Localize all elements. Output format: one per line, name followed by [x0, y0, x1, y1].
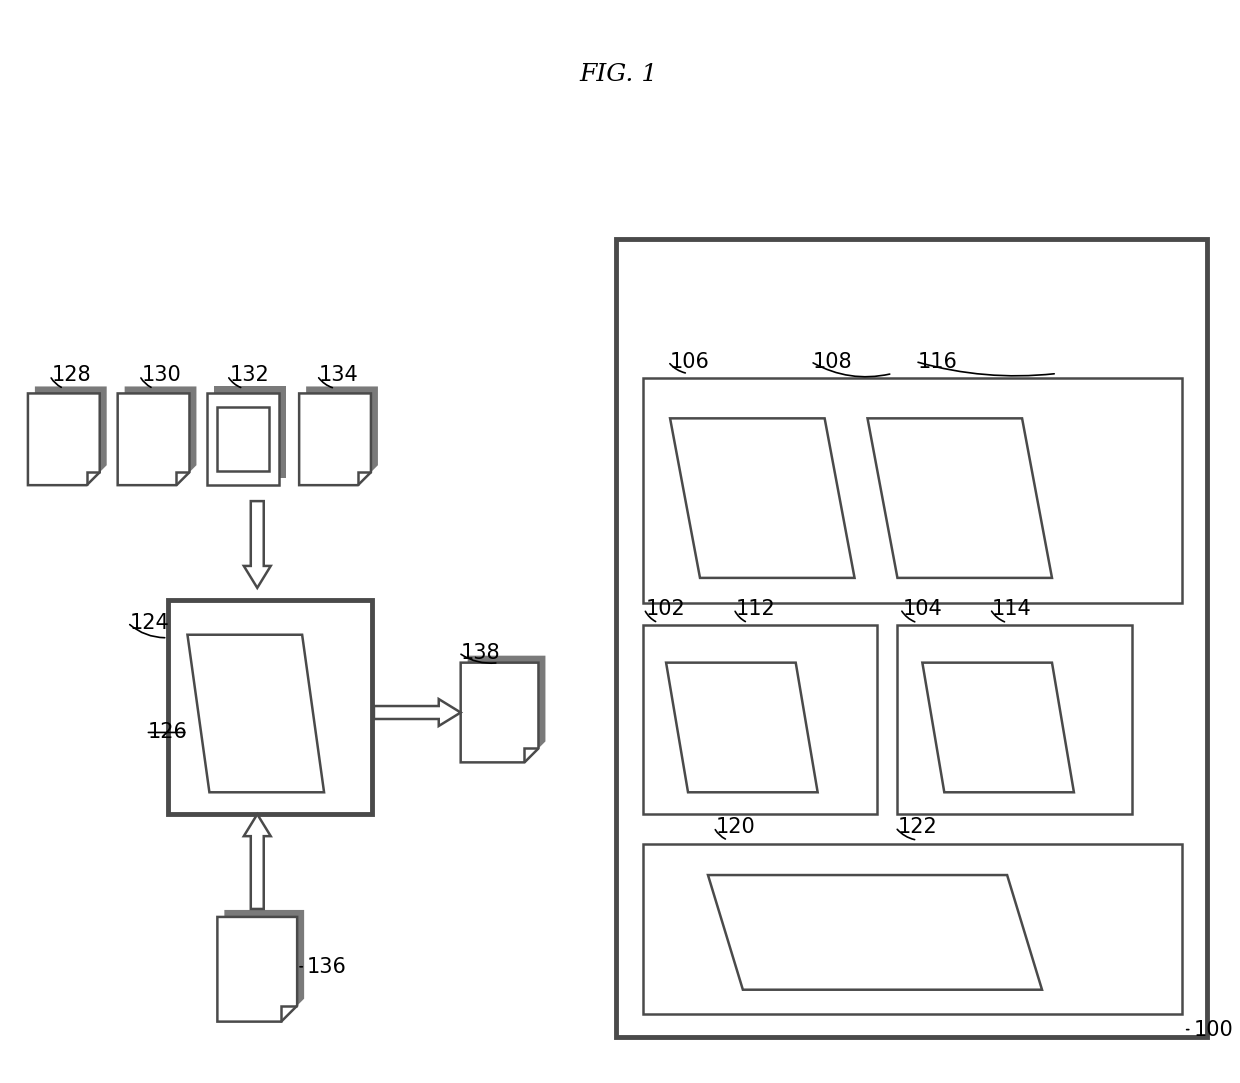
- Polygon shape: [29, 393, 99, 485]
- Polygon shape: [708, 875, 1042, 990]
- Text: 138: 138: [461, 642, 500, 663]
- Polygon shape: [670, 418, 854, 578]
- Text: 128: 128: [52, 365, 92, 386]
- Bar: [167, 600, 372, 814]
- Text: 120: 120: [715, 818, 755, 837]
- Text: 114: 114: [992, 599, 1032, 618]
- Polygon shape: [666, 663, 817, 793]
- Polygon shape: [868, 418, 1052, 578]
- Text: 106: 106: [670, 352, 711, 371]
- Bar: [644, 625, 878, 814]
- Polygon shape: [461, 663, 538, 762]
- Text: 108: 108: [812, 352, 852, 371]
- Polygon shape: [374, 699, 461, 726]
- Polygon shape: [306, 387, 378, 479]
- Polygon shape: [224, 910, 304, 1015]
- Text: 136: 136: [308, 956, 347, 977]
- Polygon shape: [299, 393, 371, 485]
- Text: 112: 112: [735, 599, 776, 618]
- Polygon shape: [125, 387, 196, 479]
- Polygon shape: [244, 501, 270, 588]
- Text: 130: 130: [141, 365, 181, 386]
- Text: 100: 100: [1194, 1019, 1234, 1040]
- Text: 104: 104: [903, 599, 942, 618]
- Bar: [644, 844, 1182, 1014]
- Text: FIG. 1: FIG. 1: [579, 63, 657, 86]
- Polygon shape: [467, 655, 546, 755]
- Polygon shape: [244, 814, 270, 909]
- Text: 126: 126: [148, 722, 187, 743]
- Polygon shape: [923, 663, 1074, 793]
- Bar: [217, 407, 269, 471]
- Bar: [616, 239, 1207, 1036]
- Bar: [644, 378, 1182, 603]
- Polygon shape: [35, 387, 107, 479]
- Text: 122: 122: [898, 818, 937, 837]
- Text: 124: 124: [130, 613, 170, 632]
- Text: 116: 116: [918, 352, 957, 371]
- Text: 132: 132: [229, 365, 269, 386]
- Bar: [215, 387, 286, 479]
- Bar: [898, 625, 1132, 814]
- Polygon shape: [217, 917, 298, 1021]
- Text: 102: 102: [646, 599, 686, 618]
- Polygon shape: [187, 635, 324, 793]
- Polygon shape: [118, 393, 190, 485]
- Text: 134: 134: [319, 365, 358, 386]
- Bar: [207, 393, 279, 485]
